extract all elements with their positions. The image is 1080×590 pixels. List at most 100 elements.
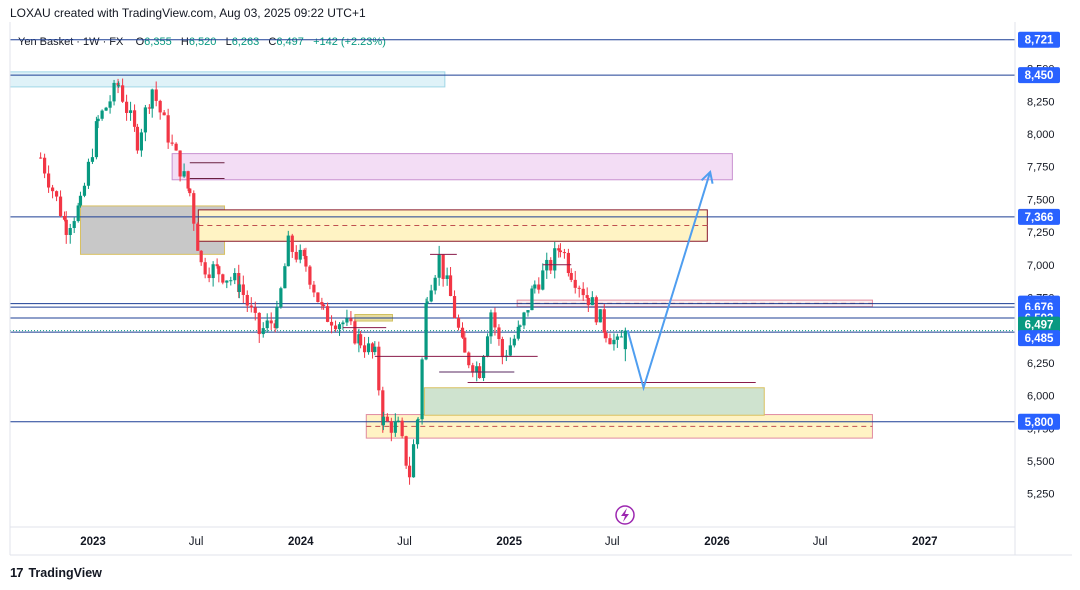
candle-body	[62, 215, 67, 220]
candle-body	[124, 101, 129, 113]
candle	[407, 456, 412, 485]
candle-body	[86, 161, 91, 186]
candle-body	[586, 297, 590, 306]
candle	[558, 243, 563, 258]
candle-body	[433, 277, 437, 291]
candle	[337, 322, 342, 336]
candle	[128, 101, 133, 121]
lightning-icon[interactable]	[615, 505, 635, 525]
candle	[433, 274, 437, 295]
candle	[396, 416, 400, 423]
candle	[557, 244, 561, 258]
candle-body	[381, 390, 385, 426]
candle-body	[489, 312, 493, 337]
candle-body	[237, 273, 241, 293]
candle-body	[370, 343, 375, 353]
price-tag-label: 6,485	[1025, 333, 1054, 345]
candle	[182, 163, 186, 178]
candle-body	[72, 221, 76, 229]
price-tag-bg	[1018, 67, 1060, 84]
candle-body	[143, 107, 147, 133]
candle-body	[420, 359, 424, 420]
supply-zone-top	[9, 71, 446, 88]
candle-body	[393, 421, 397, 433]
price-tags-layer: 8,7218,4507,3666,7036,6766,5936,4976,485…	[1018, 31, 1060, 430]
candle	[577, 285, 581, 298]
candle-body	[150, 89, 154, 109]
candle-body	[64, 219, 68, 235]
x-tick-label: 2026	[704, 536, 730, 548]
candle	[585, 287, 589, 299]
candle	[166, 108, 170, 149]
candle	[366, 336, 371, 355]
candle	[602, 304, 606, 339]
candle-body	[253, 307, 257, 313]
candle	[249, 297, 253, 313]
symbol-title[interactable]: Yen Basket · 1W · FX	[18, 36, 124, 48]
candle-body	[154, 89, 158, 101]
y-tick-label: 7,250	[1027, 227, 1055, 239]
candle-body	[404, 436, 408, 466]
candle	[43, 153, 47, 179]
candle	[586, 297, 590, 312]
candle	[608, 333, 612, 345]
candle-body	[128, 110, 133, 113]
price-tag-label: 5,800	[1025, 417, 1054, 429]
candle-body	[245, 294, 249, 306]
candle-body	[139, 132, 143, 151]
candle	[541, 263, 545, 291]
candle-body	[233, 273, 237, 281]
change-value: +142 (+2.23%)	[313, 36, 386, 48]
candle	[46, 165, 51, 193]
candle	[445, 267, 449, 286]
candle	[549, 257, 553, 275]
candle-body	[562, 252, 567, 254]
candle	[221, 273, 225, 285]
projection-arrowhead	[700, 169, 714, 184]
candle-body	[441, 254, 445, 279]
candle-body	[76, 205, 80, 222]
candle-body	[407, 465, 412, 478]
candle	[516, 320, 520, 341]
candle	[279, 286, 283, 309]
candle	[598, 309, 602, 323]
candle-body	[467, 352, 471, 366]
candle	[225, 280, 229, 289]
candle	[143, 104, 147, 142]
candle-body	[58, 196, 63, 216]
candle	[619, 330, 623, 338]
price-tag: 8,450	[1018, 67, 1060, 84]
candle	[424, 298, 428, 361]
close-label: C	[268, 36, 277, 48]
candle	[526, 310, 530, 317]
candle-body	[178, 150, 182, 177]
candle-body	[294, 251, 298, 260]
price-tag-label: 8,721	[1025, 35, 1054, 47]
candle-body	[415, 419, 420, 445]
candle	[416, 416, 420, 425]
candle	[82, 182, 87, 198]
candle	[456, 314, 461, 331]
candle	[76, 202, 80, 223]
candle	[518, 324, 522, 332]
candle-body	[186, 171, 190, 189]
candle-body	[269, 320, 273, 324]
candle-body	[121, 85, 125, 102]
candle	[211, 261, 215, 287]
low-label: L	[225, 36, 232, 48]
candle-body	[389, 421, 393, 433]
candle-body	[147, 107, 151, 109]
tradingview-footer: 17 TradingView	[10, 565, 102, 580]
candle	[192, 190, 196, 231]
candle-body	[46, 173, 51, 188]
candle	[463, 331, 467, 353]
candles-layer	[39, 78, 627, 485]
candle	[135, 123, 140, 154]
candle	[353, 319, 357, 345]
candle	[158, 99, 162, 120]
candle-body	[166, 115, 170, 143]
candle-body	[585, 295, 589, 298]
candle-body	[237, 284, 241, 293]
price-tag-bg	[1018, 31, 1060, 48]
